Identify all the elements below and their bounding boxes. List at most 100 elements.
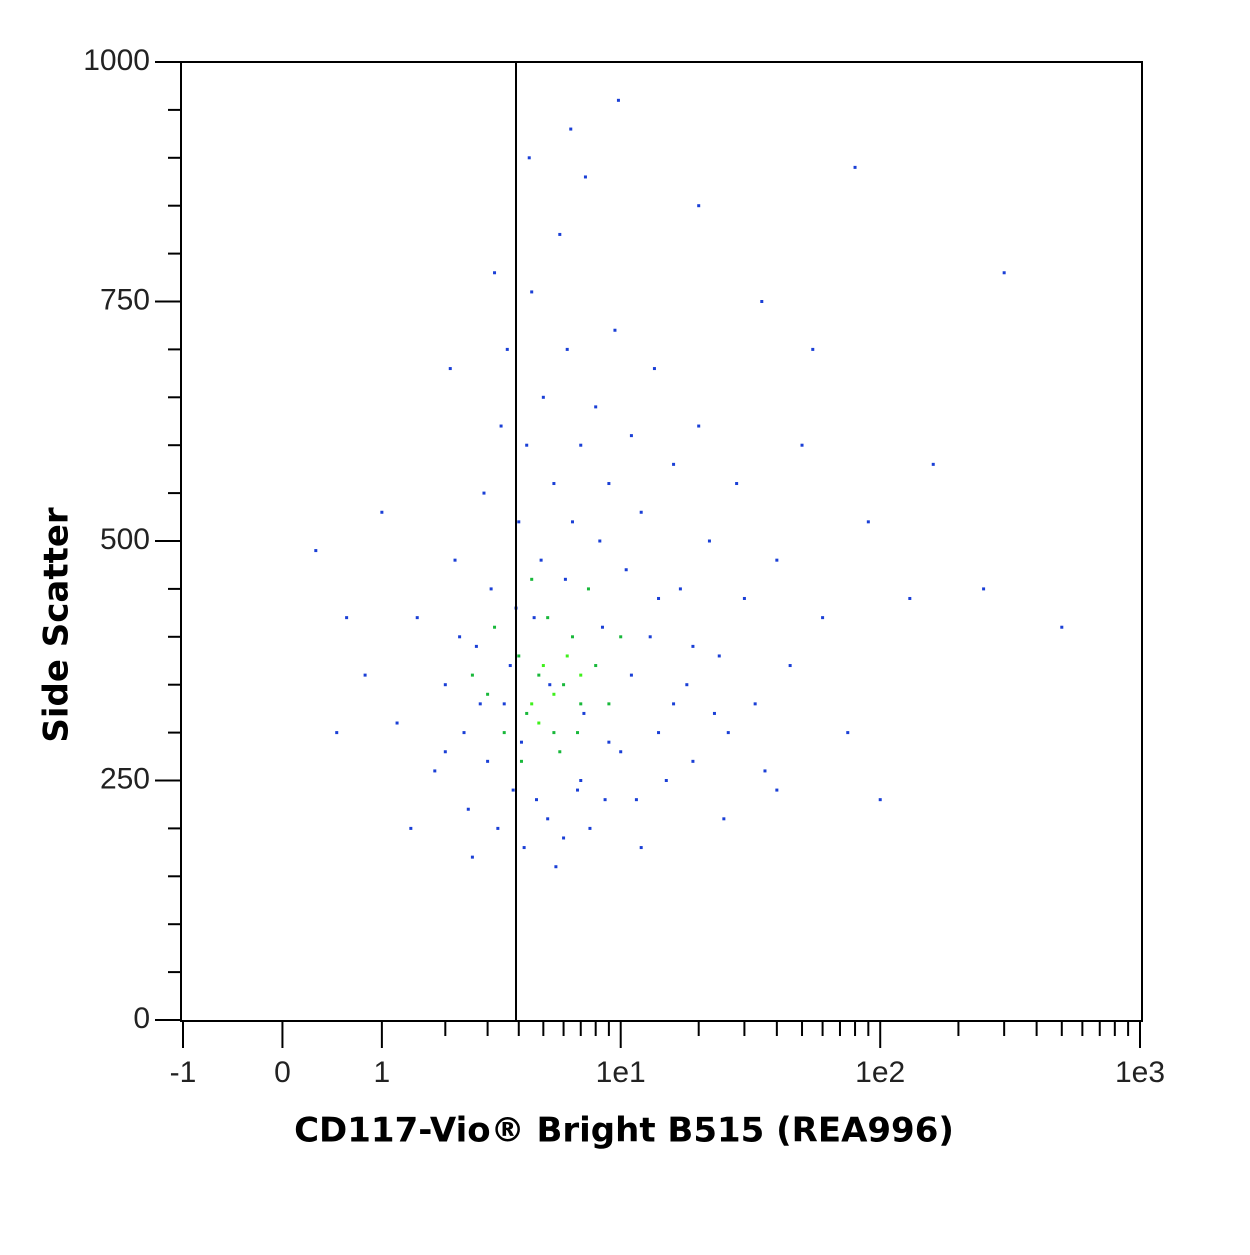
data-point — [508, 664, 512, 668]
data-point — [664, 779, 668, 782]
data-point — [522, 846, 526, 850]
data-point — [594, 405, 598, 409]
data-point — [691, 759, 695, 763]
data-point — [582, 711, 586, 715]
data-point — [552, 482, 556, 486]
data-point — [652, 367, 656, 371]
data-point — [579, 443, 583, 447]
data-point — [552, 731, 556, 735]
data-point — [530, 702, 534, 706]
data-point — [345, 616, 349, 620]
x-axis-title: CD117-Vio® Bright B515 (REA996) — [294, 1111, 954, 1151]
x-tick-label: 1e3 — [1115, 1056, 1165, 1089]
data-point — [866, 520, 870, 524]
x-tick-label: 1 — [374, 1056, 391, 1089]
data-point — [565, 347, 569, 351]
data-point — [482, 491, 486, 495]
data-point — [443, 750, 447, 754]
data-point — [548, 683, 552, 687]
x-tick-label: 0 — [274, 1056, 291, 1089]
data-point — [502, 731, 506, 735]
data-point — [409, 826, 413, 830]
data-point — [493, 271, 497, 275]
data-point — [380, 510, 384, 514]
data-point — [539, 558, 543, 562]
data-point — [532, 616, 536, 620]
data-point — [562, 683, 566, 687]
data-point — [552, 692, 556, 696]
data-point — [624, 568, 628, 572]
data-point — [541, 395, 545, 399]
data-point — [525, 711, 529, 715]
data-point — [735, 482, 739, 486]
data-point — [588, 826, 592, 830]
data-point — [363, 673, 367, 677]
data-point — [562, 836, 566, 840]
data-point — [763, 769, 767, 773]
data-point — [537, 673, 541, 677]
data-point — [535, 798, 539, 802]
data-point — [530, 290, 534, 294]
data-point — [314, 549, 318, 553]
data-point — [672, 702, 676, 706]
data-point — [634, 798, 638, 802]
data-point — [722, 817, 726, 821]
data-point — [685, 683, 689, 687]
data-point — [616, 98, 620, 102]
data-point — [586, 587, 590, 591]
data-point — [466, 807, 470, 811]
data-point — [499, 424, 503, 428]
y-tick-label: 0 — [133, 1002, 150, 1035]
data-point — [546, 616, 550, 620]
data-point — [648, 635, 652, 639]
data-point — [600, 625, 604, 629]
data-point — [707, 539, 711, 543]
data-point — [629, 434, 633, 438]
data-point — [558, 232, 562, 236]
data-point — [527, 156, 531, 160]
data-point — [613, 328, 617, 332]
y-tick-label: 750 — [100, 283, 150, 316]
data-point — [878, 798, 882, 802]
x-tick-label: -1 — [170, 1056, 197, 1089]
data-point — [908, 596, 912, 600]
data-point — [395, 721, 399, 725]
data-point — [982, 587, 986, 591]
data-point — [697, 204, 701, 208]
data-point — [569, 127, 573, 131]
data-point — [598, 539, 602, 543]
data-point — [462, 731, 466, 735]
data-point — [579, 702, 583, 706]
data-point — [726, 731, 730, 735]
data-point — [678, 587, 682, 591]
data-point — [453, 558, 457, 562]
plot-frame — [180, 61, 1143, 1022]
data-point — [579, 673, 583, 677]
data-point — [629, 673, 633, 677]
data-point — [474, 644, 478, 648]
data-point — [558, 750, 562, 754]
data-point — [563, 577, 567, 581]
data-point — [1002, 271, 1006, 275]
data-point — [546, 817, 550, 821]
data-point — [594, 664, 598, 668]
data-point — [530, 577, 534, 581]
data-point — [478, 702, 482, 706]
data-point — [712, 711, 716, 715]
data-point — [565, 654, 569, 658]
data-point — [657, 596, 661, 600]
data-point — [335, 731, 339, 735]
data-point — [443, 683, 447, 687]
data-point — [619, 750, 623, 754]
data-point — [603, 798, 607, 802]
data-point — [517, 520, 521, 524]
data-point — [486, 692, 490, 696]
y-axis-title: Side Scatter — [37, 507, 77, 743]
data-point — [800, 443, 804, 447]
data-point — [541, 664, 545, 668]
y-tick-label: 500 — [100, 523, 150, 556]
data-point — [639, 510, 643, 514]
data-point — [576, 788, 580, 792]
data-point — [811, 347, 815, 351]
